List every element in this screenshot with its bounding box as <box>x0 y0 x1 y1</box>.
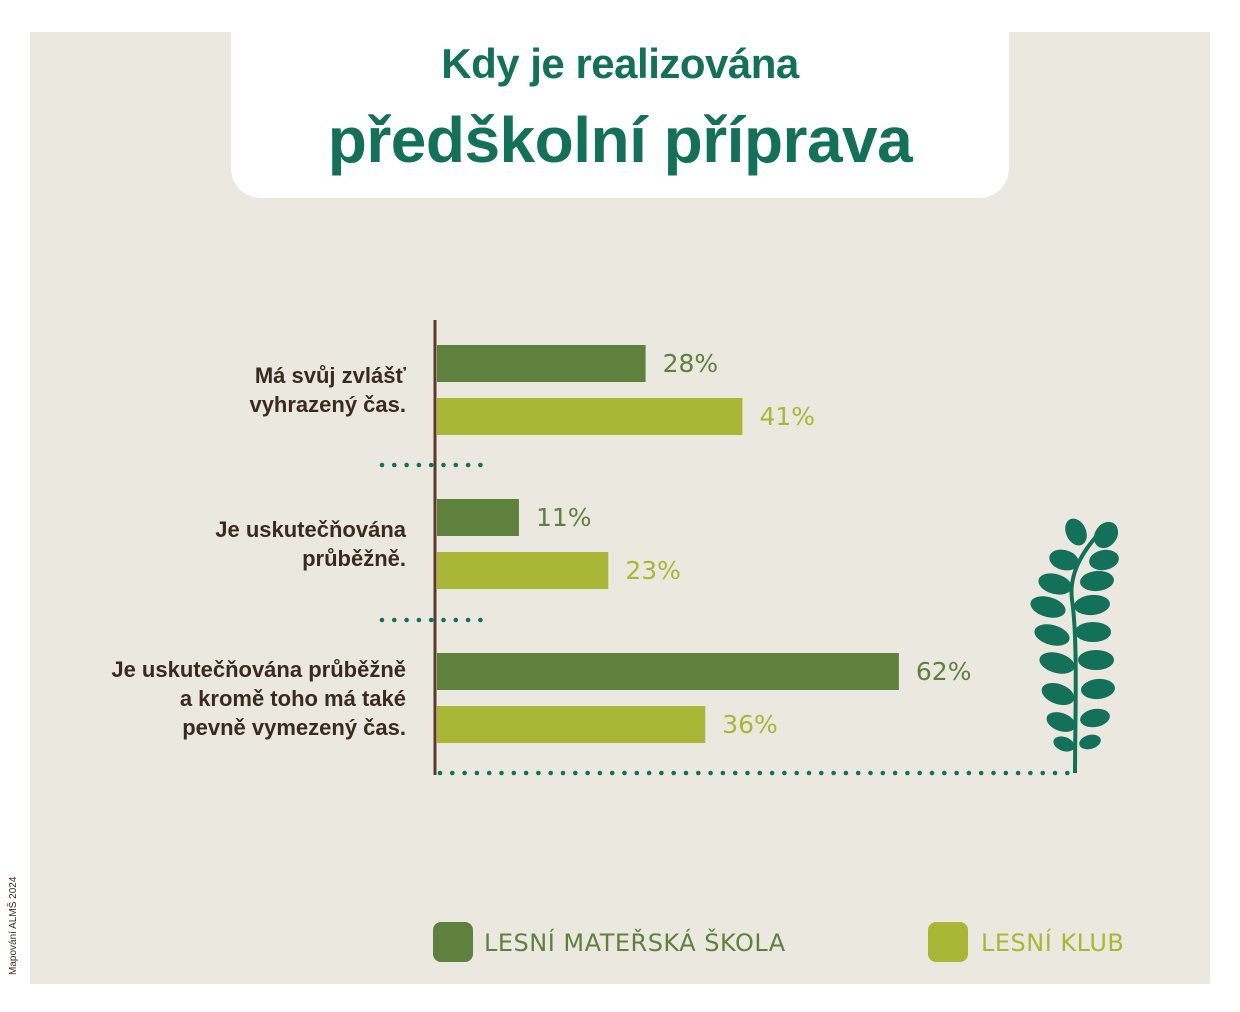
category-label-2: Je uskutečňována průběžně a kromě toho má… <box>111 655 406 742</box>
category-label-line: Má svůj zvlášť <box>254 363 406 388</box>
category-label-line: Je uskutečňována průběžně <box>111 656 406 682</box>
value-labels: 28% 11% 62% 41% 23% 36% <box>536 349 972 739</box>
legend-swatch-lms <box>433 922 473 962</box>
value-label-klub-2: 36% <box>722 710 778 739</box>
baseline-dots <box>437 770 1070 776</box>
legend-label-lms: LESNÍ MATEŘSKÁ ŠKOLA <box>484 929 786 957</box>
category-label-line: a kromě toho má také <box>179 685 406 711</box>
legend-label-klub: LESNÍ KLUB <box>981 929 1125 957</box>
chart-title-line1: Kdy je realizována <box>441 40 799 87</box>
divider-dots-2 <box>379 617 483 623</box>
bars <box>437 345 899 743</box>
bar-klub-0 <box>437 398 743 435</box>
bar-lms-1 <box>437 499 519 536</box>
value-label-lms-1: 11% <box>536 503 592 532</box>
category-label-line: pevně vymezený čas. <box>182 714 406 740</box>
group-dividers <box>379 462 1070 776</box>
category-label-line: průběžně. <box>302 546 406 571</box>
value-label-lms-0: 28% <box>663 349 719 378</box>
divider-dots-1 <box>379 462 483 468</box>
chart-title-line2: předškolní příprava <box>327 104 913 176</box>
value-label-klub-0: 41% <box>759 402 815 431</box>
fern-icon <box>1030 518 1119 774</box>
bar-lms-2 <box>437 653 899 690</box>
bar-klub-1 <box>437 552 609 589</box>
value-label-klub-1: 23% <box>625 556 681 585</box>
source-note: Mapování ALMŠ 2024 <box>8 876 19 975</box>
category-label-line: Je uskutečňována <box>215 517 406 542</box>
bar-lms-0 <box>437 345 646 382</box>
legend-swatch-klub <box>928 922 968 962</box>
category-label-1: Je uskutečňována průběžně. <box>215 515 406 573</box>
category-label-line: vyhrazený čas. <box>249 392 406 417</box>
value-label-lms-2: 62% <box>916 657 972 686</box>
category-label-0: Má svůj zvlášť vyhrazený čas. <box>249 361 406 419</box>
title-card: Kdy je realizována předškolní příprava <box>231 0 1009 198</box>
bar-klub-2 <box>437 706 706 743</box>
